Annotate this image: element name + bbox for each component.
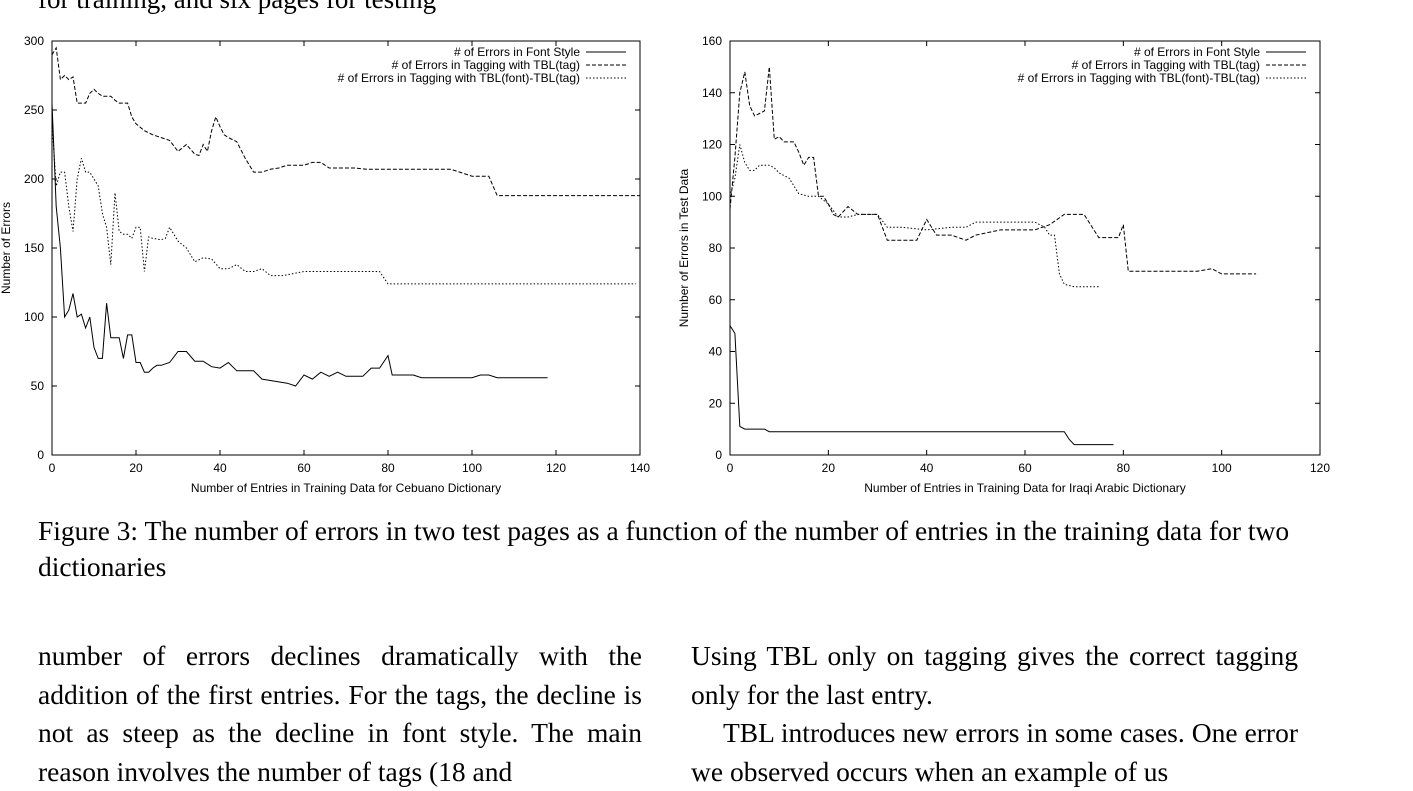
x-tick-label: 40 <box>920 461 934 475</box>
y-tick-label: 140 <box>702 86 722 100</box>
right-paragraph-1: Using TBL only on tagging gives the corr… <box>691 640 1298 710</box>
x-tick-label: 80 <box>1117 461 1131 475</box>
series-line-3 <box>51 123 636 285</box>
legend-label-2: # of Errors in Tagging with TBL(tag) <box>1072 58 1260 72</box>
series-line-1 <box>729 325 1114 446</box>
top-text-fragment: for training, and six pages for testing <box>38 0 436 14</box>
legend-label-1: # of Errors in Font Style <box>1134 45 1260 59</box>
x-tick-label: 80 <box>381 461 395 475</box>
y-tick-label: 100 <box>702 189 722 203</box>
y-tick-label: 0 <box>715 448 722 462</box>
y-tick-label: 120 <box>702 138 722 152</box>
x-tick-label: 0 <box>49 461 56 475</box>
x-tick-label: 140 <box>630 461 650 475</box>
y-tick-label: 160 <box>702 34 722 48</box>
y-tick-label: 80 <box>709 241 723 255</box>
y-tick-label: 200 <box>24 172 44 186</box>
series-line-1 <box>51 103 548 387</box>
x-tick-label: 120 <box>546 461 566 475</box>
iraqi-arabic-chart: 0 20 40 60 80 100 120 0 20 40 60 80 100 120 140 160 Numb… <box>677 34 1330 495</box>
x-tick-label: 60 <box>1018 461 1032 475</box>
y-axis-label: Number of Errors in Test Data <box>677 168 691 327</box>
y-tick-label: 150 <box>24 241 44 255</box>
cebuano-chart: 0 20 40 60 80 100 120 140 0 50 100 150 200 250 300 Numb… <box>0 34 650 495</box>
x-tick-label: 20 <box>129 461 143 475</box>
y-tick-label: 40 <box>709 345 723 359</box>
x-tick-label: 100 <box>462 461 482 475</box>
x-axis-label: Number of Entries in Training Data for I… <box>864 481 1185 495</box>
x-tick-label: 100 <box>1212 461 1232 475</box>
figure-caption: Figure 3: The number of errors in two te… <box>38 515 1290 582</box>
series-line-3 <box>729 144 1099 288</box>
legend-label-2: # of Errors in Tagging with TBL(tag) <box>392 58 580 72</box>
legend-label-3: # of Errors in Tagging with TBL(font)-TB… <box>338 71 580 85</box>
right-paragraph-2: TBL introduces new errors in some cases.… <box>691 717 1298 787</box>
plot-frame <box>729 40 1321 456</box>
series-line-2 <box>51 46 640 197</box>
x-axis-label: Number of Entries in Training Data for C… <box>191 481 501 495</box>
plot-frame <box>51 40 641 456</box>
x-tick-label: 60 <box>297 461 311 475</box>
legend-label-3: # of Errors in Tagging with TBL(font)-TB… <box>1018 71 1260 85</box>
y-tick-label: 20 <box>709 396 723 410</box>
series-line-2 <box>729 66 1257 275</box>
y-tick-label: 300 <box>24 34 44 48</box>
x-tick-label: 120 <box>1310 461 1330 475</box>
y-tick-label: 250 <box>24 103 44 117</box>
x-tick-label: 40 <box>213 461 227 475</box>
x-tick-label: 20 <box>822 461 836 475</box>
legend-label-1: # of Errors in Font Style <box>454 45 580 59</box>
y-tick-label: 60 <box>709 293 723 307</box>
x-tick-label: 0 <box>727 461 734 475</box>
y-tick-label: 100 <box>24 310 44 324</box>
y-tick-label: 50 <box>31 379 45 393</box>
figure-3: 0 20 40 60 80 100 120 140050100150200250300Numb… <box>0 34 1330 495</box>
y-axis-label: Number of Errors <box>0 202 13 294</box>
y-tick-label: 0 <box>37 448 44 462</box>
